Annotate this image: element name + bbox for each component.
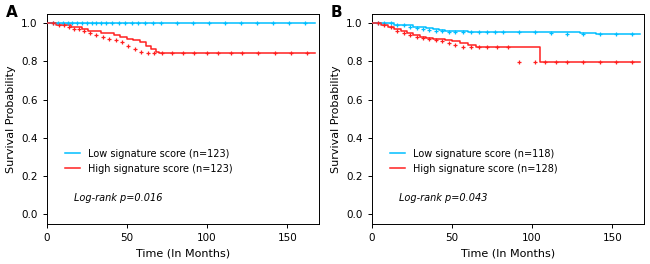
Text: Log-rank p=0.016: Log-rank p=0.016 bbox=[74, 193, 162, 203]
Text: A: A bbox=[6, 5, 18, 20]
Text: Log-rank p=0.043: Log-rank p=0.043 bbox=[399, 193, 488, 203]
Y-axis label: Survival Probability: Survival Probability bbox=[331, 65, 341, 173]
Legend: Low signature score (n=118), High signature score (n=128): Low signature score (n=118), High signat… bbox=[390, 149, 557, 174]
X-axis label: Time (In Months): Time (In Months) bbox=[461, 248, 555, 258]
X-axis label: Time (In Months): Time (In Months) bbox=[136, 248, 230, 258]
Legend: Low signature score (n=123), High signature score (n=123): Low signature score (n=123), High signat… bbox=[65, 149, 232, 174]
Text: B: B bbox=[331, 5, 343, 20]
Y-axis label: Survival Probability: Survival Probability bbox=[6, 65, 16, 173]
